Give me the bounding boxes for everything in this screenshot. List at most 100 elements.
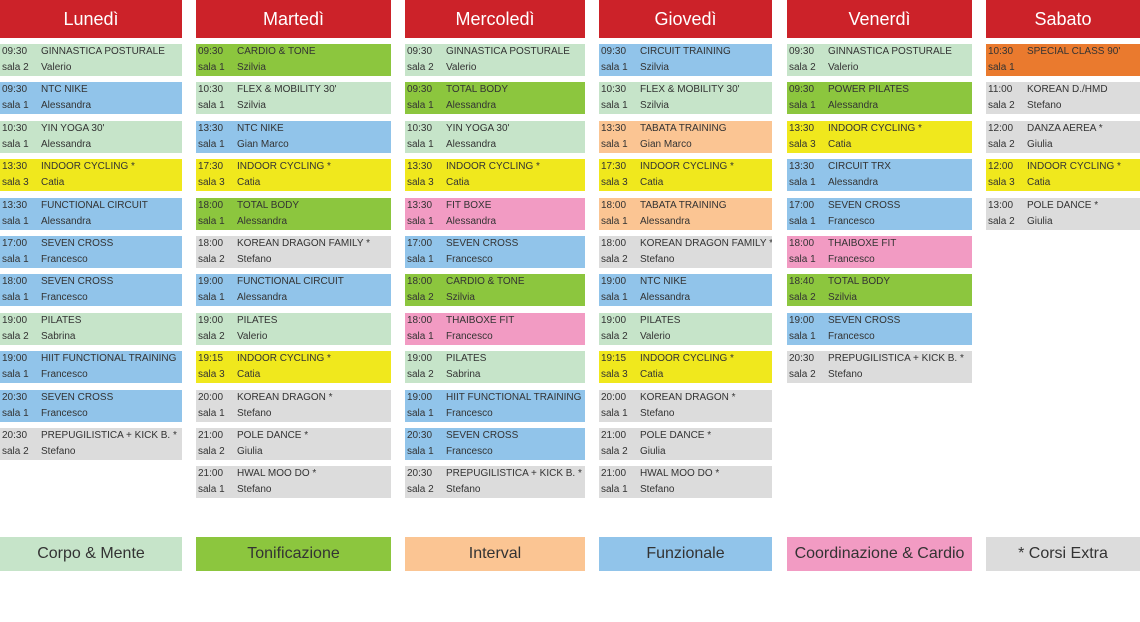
class-card[interactable]: 17:30 INDOOR CYCLING * sala 3 Catia: [599, 159, 772, 192]
class-name: KOREAN DRAGON *: [237, 391, 333, 403]
class-card[interactable]: 18:00 SEVEN CROSS sala 1 Francesco: [0, 274, 182, 307]
class-card[interactable]: 18:00 TABATA TRAINING sala 1 Alessandra: [599, 197, 772, 230]
class-card[interactable]: 09:30 GINNASTICA POSTURALE sala 2 Valerio: [0, 44, 182, 76]
class-instructor: Valerio: [41, 62, 72, 73]
class-row-top: 13:30 FIT BOXE: [405, 198, 585, 214]
legend-item: Tonificazione: [196, 537, 391, 571]
class-card[interactable]: 10:30 YIN YOGA 30' sala 1 Alessandra: [0, 120, 182, 153]
class-card[interactable]: 09:30 CARDIO & TONE sala 1 Szilvia: [196, 44, 391, 76]
class-instructor: Francesco: [828, 330, 875, 342]
class-time: 09:30: [2, 84, 28, 96]
class-row-bottom: sala 2 Stefano: [405, 482, 585, 498]
class-row-bottom: sala 3 Catia: [986, 175, 1140, 191]
class-card[interactable]: 13:30 NTC NIKE sala 1 Gian Marco: [196, 120, 391, 153]
class-card[interactable]: 19:00 PILATES sala 2 Valerio: [196, 312, 391, 345]
class-card[interactable]: 20:00 KOREAN DRAGON * sala 1 Stefano: [599, 389, 772, 422]
class-card[interactable]: 13:30 TABATA TRAINING sala 1 Gian Marco: [599, 120, 772, 153]
class-card[interactable]: 09:30 NTC NIKE sala 1 Alessandra: [0, 82, 182, 115]
class-card[interactable]: 19:15 INDOOR CYCLING * sala 3 Catia: [196, 351, 391, 384]
class-card[interactable]: 19:00 FUNCTIONAL CIRCUIT sala 1 Alessandra: [196, 274, 391, 307]
class-room: sala 1: [407, 215, 434, 227]
class-card[interactable]: 11:00 KOREAN D./HMD sala 2 Stefano: [986, 82, 1140, 115]
class-card[interactable]: 09:30 CIRCUIT TRAINING sala 1 Szilvia: [599, 44, 772, 76]
class-time: 12:00: [988, 122, 1014, 134]
class-room: sala 1: [789, 330, 816, 342]
class-card[interactable]: 21:00 HWAL MOO DO * sala 1 Stefano: [599, 466, 772, 499]
class-card[interactable]: 21:00 POLE DANCE * sala 2 Giulia: [196, 428, 391, 460]
class-card[interactable]: 19:15 INDOOR CYCLING * sala 3 Catia: [599, 351, 772, 384]
class-card[interactable]: 12:00 DANZA AEREA * sala 2 Giulia: [986, 120, 1140, 153]
class-name: FUNCTIONAL CIRCUIT: [41, 199, 148, 211]
class-card[interactable]: 13:00 POLE DANCE * sala 2 Giulia: [986, 197, 1140, 230]
class-card[interactable]: 21:00 HWAL MOO DO * sala 1 Stefano: [196, 466, 391, 499]
class-time: 20:00: [198, 391, 224, 403]
class-card[interactable]: 20:30 PREPUGILISTICA + KICK B. * sala 2 Ste…: [0, 428, 182, 460]
class-card[interactable]: 18:00 KOREAN DRAGON FAMILY * sala 2 Stefano: [196, 236, 391, 268]
class-name: NTC NIKE: [237, 122, 284, 134]
class-card[interactable]: 18:40 TOTAL BODY sala 2 Szilvia: [787, 274, 972, 307]
class-card[interactable]: 18:00 THAIBOXE FIT sala 1 Francesco: [405, 312, 585, 345]
class-room: sala 2: [198, 254, 225, 265]
class-card[interactable]: 19:00 HIIT FUNCTIONAL TRAINING sala 1 Franc…: [0, 351, 182, 384]
class-card[interactable]: 10:30 YIN YOGA 30' sala 1 Alessandra: [405, 120, 585, 153]
class-card[interactable]: 13:30 FUNCTIONAL CIRCUIT sala 1 Alessandra: [0, 197, 182, 230]
class-room: sala 2: [988, 100, 1015, 112]
class-card[interactable]: 20:30 PREPUGILISTICA + KICK B. * sala 2 Ste…: [405, 466, 585, 499]
class-card[interactable]: 09:30 GINNASTICA POSTURALE sala 2 Valerio: [405, 44, 585, 76]
class-card[interactable]: 19:00 HIIT FUNCTIONAL TRAINING sala 1 Franc…: [405, 389, 585, 422]
class-card[interactable]: 20:30 PREPUGILISTICA + KICK B. * sala 2 Ste…: [787, 351, 972, 384]
class-card[interactable]: 13:30 FIT BOXE sala 1 Alessandra: [405, 197, 585, 230]
class-name: PILATES: [237, 314, 278, 326]
class-card[interactable]: 17:00 SEVEN CROSS sala 1 Francesco: [0, 236, 182, 268]
class-card[interactable]: 18:00 KOREAN DRAGON FAMILY * sala 2 Stefano: [599, 236, 772, 268]
class-row-bottom: sala 1 Francesco: [405, 329, 585, 345]
class-card[interactable]: 21:00 POLE DANCE * sala 2 Giulia: [599, 428, 772, 460]
class-row-top: 10:30 FLEX & MOBILITY 30': [196, 82, 391, 98]
class-card[interactable]: 18:00 TOTAL BODY sala 1 Alessandra: [196, 197, 391, 230]
class-row-top: 18:00 CARDIO & TONE: [405, 274, 585, 290]
class-time: 19:00: [407, 391, 433, 403]
class-row-top: 20:30 SEVEN CROSS: [0, 390, 182, 406]
class-card[interactable]: 20:30 SEVEN CROSS sala 1 Francesco: [405, 428, 585, 460]
class-card[interactable]: 10:30 FLEX & MOBILITY 30' sala 1 Szilvia: [196, 82, 391, 115]
class-row-bottom: sala 1 Szilvia: [196, 98, 391, 114]
class-card[interactable]: 19:00 PILATES sala 2 Sabrina: [405, 351, 585, 384]
class-card[interactable]: 09:30 POWER PILATES sala 1 Alessandra: [787, 82, 972, 115]
day-column: Venerdì 09:30 GINNASTICA POSTURALE sala 2 Va…: [787, 0, 972, 520]
class-room: sala 1: [2, 254, 29, 265]
class-card[interactable]: 13:30 CIRCUIT TRX sala 1 Alessandra: [787, 159, 972, 192]
class-card[interactable]: 19:00 NTC NIKE sala 1 Alessandra: [599, 274, 772, 307]
class-card[interactable]: 13:30 INDOOR CYCLING * sala 3 Catia: [405, 159, 585, 192]
class-room: sala 2: [601, 254, 628, 265]
class-card[interactable]: 19:00 PILATES sala 2 Sabrina: [0, 312, 182, 345]
class-card[interactable]: 13:30 INDOOR CYCLING * sala 3 Catia: [787, 120, 972, 153]
class-card[interactable]: 20:30 SEVEN CROSS sala 1 Francesco: [0, 389, 182, 422]
class-row-bottom: sala 3 Catia: [405, 175, 585, 191]
class-room: sala 3: [407, 177, 434, 189]
class-time: 13:30: [2, 199, 28, 211]
class-card[interactable]: 18:00 CARDIO & TONE sala 2 Szilvia: [405, 274, 585, 307]
class-card[interactable]: 10:30 SPECIAL CLASS 90' sala 1: [986, 44, 1140, 76]
class-card[interactable]: 18:00 THAIBOXE FIT sala 1 Francesco: [787, 236, 972, 268]
class-card[interactable]: 17:00 SEVEN CROSS sala 1 Francesco: [405, 236, 585, 268]
class-row-bottom: sala 1 Gian Marco: [196, 137, 391, 153]
class-time: 20:30: [407, 430, 433, 441]
class-card[interactable]: 09:30 GINNASTICA POSTURALE sala 2 Valerio: [787, 44, 972, 76]
class-card[interactable]: 20:00 KOREAN DRAGON * sala 1 Stefano: [196, 389, 391, 422]
class-row-top: 19:00 PILATES: [405, 351, 585, 367]
class-time: 21:00: [601, 430, 627, 441]
class-card[interactable]: 17:30 INDOOR CYCLING * sala 3 Catia: [196, 159, 391, 192]
class-card[interactable]: 19:00 SEVEN CROSS sala 1 Francesco: [787, 312, 972, 345]
class-instructor: Francesco: [446, 330, 493, 342]
class-room: sala 1: [198, 215, 225, 227]
class-card[interactable]: 12:00 INDOOR CYCLING * sala 3 Catia: [986, 159, 1140, 192]
class-card[interactable]: 17:00 SEVEN CROSS sala 1 Francesco: [787, 197, 972, 230]
class-card[interactable]: 10:30 FLEX & MOBILITY 30' sala 1 Szilvia: [599, 82, 772, 115]
class-row-bottom: sala 1 Stefano: [196, 482, 391, 498]
class-card[interactable]: 13:30 INDOOR CYCLING * sala 3 Catia: [0, 159, 182, 192]
class-time: 19:00: [2, 314, 28, 326]
class-instructor: Stefano: [237, 407, 272, 419]
class-card[interactable]: 19:00 PILATES sala 2 Valerio: [599, 312, 772, 345]
class-card[interactable]: 09:30 TOTAL BODY sala 1 Alessandra: [405, 82, 585, 115]
class-instructor: Stefano: [640, 407, 675, 419]
